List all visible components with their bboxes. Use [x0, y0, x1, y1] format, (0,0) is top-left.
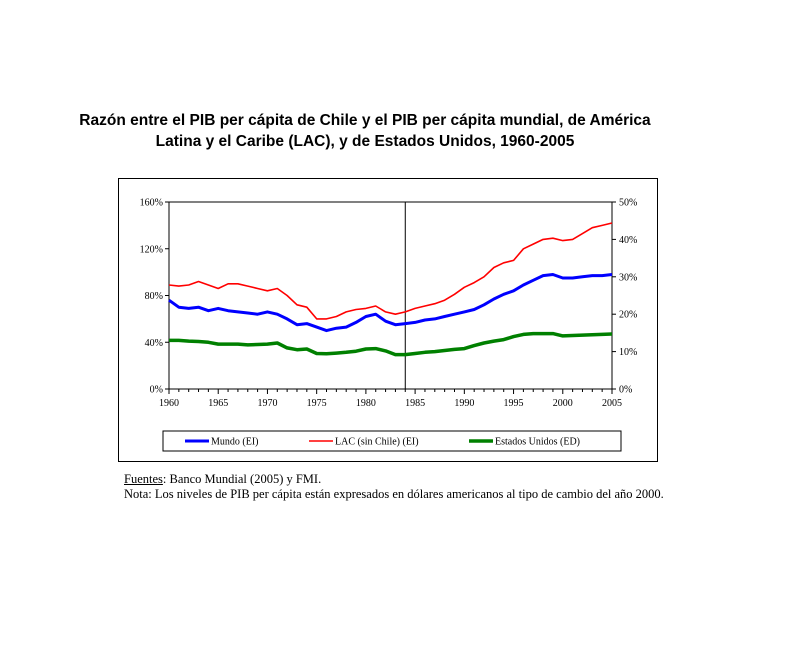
series-lac-line [168, 222, 613, 320]
legend-box [162, 430, 622, 452]
chart-title: Razón entre el PIB per cápita de Chile y… [40, 110, 690, 152]
source-text: : Banco Mundial (2005) y FMI. [162, 472, 322, 486]
legend-estados-unidos-label: Estados Unidos (ED) [495, 437, 580, 448]
series-mundo-line [168, 273, 613, 333]
chart-frame: 0% 40% 80% 120% 160% 0% 10% 20% 30% 40% 50% 1960 196… [118, 178, 658, 462]
left-y-tick-label: 0% [150, 385, 163, 396]
x-tick-label: 1965 [208, 398, 228, 409]
x-tick-label: 1980 [356, 398, 376, 409]
note-text: Nota: Los niveles de PIB per cápita está… [124, 487, 664, 501]
left-y-tick-label: 80% [145, 291, 163, 302]
right-y-tick-label: 50% [619, 198, 637, 209]
right-y-tick-label: 10% [619, 347, 637, 358]
right-y-tick-label: 0% [619, 385, 632, 396]
right-y-tick-label: 30% [619, 272, 637, 283]
left-y-tick-label: 160% [140, 198, 163, 209]
notes: Fuentes: Banco Mundial (2005) y FMI. Not… [124, 472, 684, 502]
x-tick-label: 1990 [454, 398, 474, 409]
title-line-1: Razón entre el PIB per cápita de Chile y… [79, 112, 651, 129]
x-tick-label: 2005 [602, 398, 622, 409]
x-tick-label: 1985 [405, 398, 425, 409]
legend-mundo-label: Mundo (EI) [211, 437, 259, 448]
series-estados-unidos-line [169, 331, 613, 357]
legend-lac-label: LAC (sin Chile) (EI) [335, 437, 419, 448]
plot-area [168, 201, 613, 390]
x-tick-label: 1960 [159, 398, 179, 409]
source-label: Fuentes [124, 472, 163, 486]
x-tick-label: 1975 [307, 398, 327, 409]
right-y-tick-label: 40% [619, 235, 637, 246]
source-line: Fuentes: Banco Mundial (2005) y FMI. [124, 472, 684, 487]
left-y-tick-label: 120% [140, 244, 163, 255]
left-y-tick-label: 40% [145, 338, 163, 349]
x-tick-label: 1970 [257, 398, 277, 409]
title-line-2: Latina y el Caribe (LAC), y de Estados U… [155, 133, 575, 150]
right-y-tick-label: 20% [619, 310, 637, 321]
x-tick-label: 1995 [504, 398, 524, 409]
line-chart: 0% 40% 80% 120% 160% 0% 10% 20% 30% 40% 50% 1960 196… [140, 198, 637, 452]
x-tick-label: 2000 [553, 398, 573, 409]
